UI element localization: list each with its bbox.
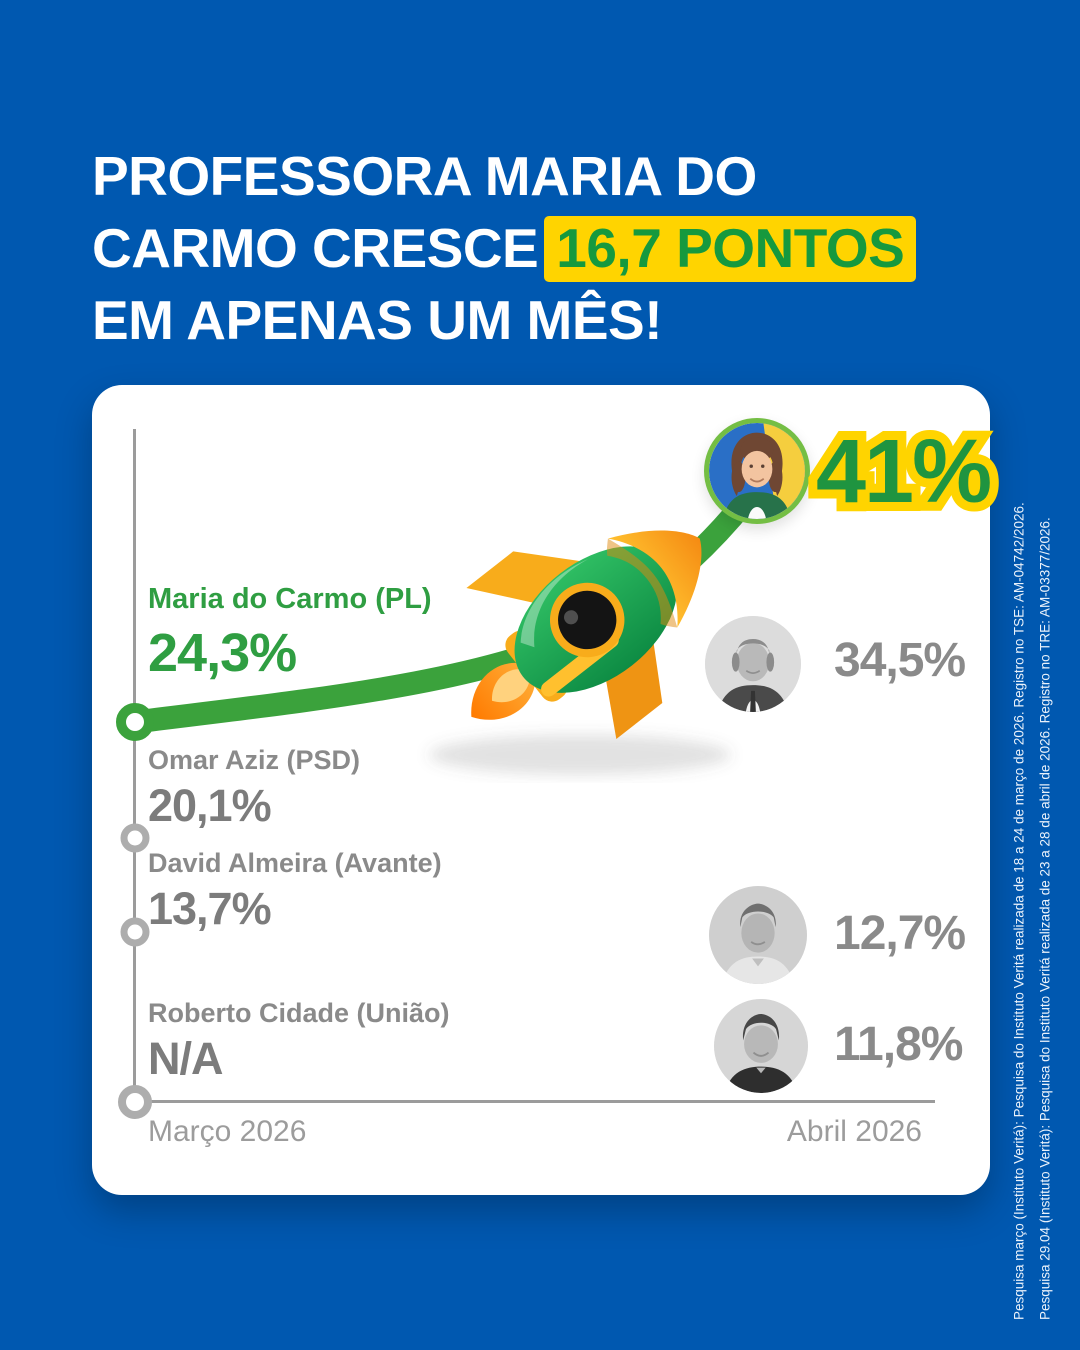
omar-march-marker: [120, 823, 150, 853]
headline-line2: CARMO CRESCE 16,7 PONTOS: [92, 212, 917, 284]
x-label-march: Março 2026: [148, 1115, 307, 1148]
omar-photo: [705, 616, 801, 712]
x-axis-line: [133, 1100, 935, 1103]
maria-march-value: 24,3%: [148, 623, 297, 683]
david-march-marker: [120, 917, 150, 947]
roberto-april-value: 11,8%: [834, 1018, 963, 1071]
candidate-maria: Maria do Carmo (PL) 24,3%: [148, 583, 432, 684]
maria-name: Maria do Carmo (PL): [148, 583, 432, 615]
roberto-name: Roberto Cidade (União): [148, 998, 450, 1028]
david-photo: [709, 886, 807, 984]
maria-march-marker: [116, 703, 154, 741]
footnote-march: Pesquisa março (Instituto Veritá): Pesqu…: [1011, 502, 1027, 1320]
roberto-march-marker: [118, 1085, 152, 1119]
omar-april-value: 34,5%: [834, 634, 966, 687]
headline-line1: PROFESSORA MARIA DO: [92, 145, 757, 207]
omar-name: Omar Aziz (PSD): [148, 745, 361, 775]
david-march-value: 13,7%: [148, 883, 272, 934]
candidate-roberto: Roberto Cidade (União) N/A: [148, 998, 450, 1085]
y-axis-line: [133, 429, 136, 1102]
headline-line3: EM APENAS UM MÊS!: [92, 289, 663, 351]
omar-march-value: 20,1%: [148, 780, 272, 831]
headline-line2-text: CARMO CRESCE: [92, 217, 539, 279]
footnote-april: Pesquisa 29.04 (Instituto Veritá): Pesqu…: [1038, 517, 1053, 1320]
chart-card: Maria do Carmo (PL) 24,3%: [92, 385, 992, 1195]
roberto-photo: [714, 999, 808, 1093]
headline-highlight: 16,7 PONTOS: [544, 216, 917, 282]
x-label-april: Abril 2026: [786, 1115, 922, 1148]
david-name: David Almeira (Avante): [148, 848, 442, 878]
david-april-value: 12,7%: [834, 907, 966, 960]
headline: PROFESSORA MARIA DO CARMO CRESCE 16,7 PON…: [92, 140, 917, 356]
candidate-david: David Almeira (Avante) 13,7%: [148, 848, 442, 935]
poll-registration-footnotes: Pesquisa março (Instituto Veritá): Pesqu…: [1007, 480, 1060, 1320]
maria-april-value: 41%: [816, 427, 992, 517]
candidate-omar: Omar Aziz (PSD) 20,1%: [148, 745, 360, 832]
roberto-march-value: N/A: [148, 1033, 223, 1084]
maria-photo: [704, 418, 810, 524]
rocket-icon: [414, 481, 746, 783]
